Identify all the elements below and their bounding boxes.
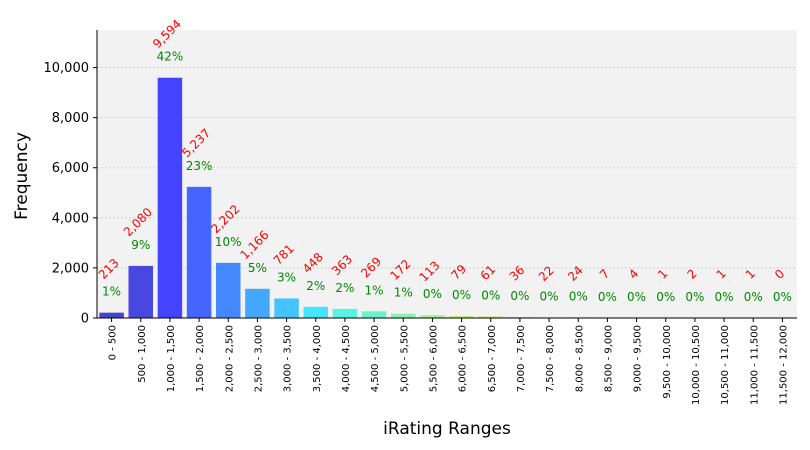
bar	[245, 288, 270, 318]
x-tick-label: 10,000 - 10,500	[691, 325, 702, 405]
bar	[449, 316, 474, 318]
x-tick-label: 3,000 - 3,500	[283, 325, 294, 392]
percent-label: 10%	[215, 235, 242, 249]
bar	[157, 77, 183, 318]
x-tick-label: 5,000 - 5,500	[399, 325, 410, 392]
x-tick-label: 2,000 - 2,500	[224, 325, 235, 392]
percent-label: 0%	[715, 290, 734, 304]
bar	[332, 308, 358, 318]
y-tick-label: 6,000	[52, 161, 89, 176]
percent-label: 1%	[394, 286, 413, 300]
percent-label: 2%	[306, 279, 325, 293]
y-tick-label: 4,000	[52, 211, 89, 226]
bar	[303, 306, 328, 318]
percent-label: 42%	[157, 50, 184, 64]
percent-label: 0%	[569, 289, 588, 303]
y-tick-label: 8,000	[52, 111, 89, 126]
bar	[420, 315, 445, 318]
bar	[274, 298, 299, 318]
percent-label: 23%	[186, 159, 213, 173]
x-tick-label: 10,500 - 11,000	[720, 325, 731, 405]
percent-labels: 1% 9% 42% 23% 10% 5% 3% 2% 2% 1% 1% 0% 0% 0% 0% 0% 0% 0% 0…	[102, 50, 792, 304]
bar	[186, 186, 212, 318]
percent-label: 3%	[277, 270, 296, 284]
x-tick-label: 7,000 - 7,500	[516, 325, 527, 392]
x-tick-label: 500 - 1,000	[137, 325, 148, 383]
bar	[99, 312, 124, 318]
y-axis-label: Frequency	[12, 132, 32, 220]
bar	[128, 265, 153, 318]
bar	[216, 262, 241, 318]
plot-area	[97, 30, 797, 318]
x-tick-label: 1,000 - 1,500	[166, 325, 177, 392]
percent-label: 0%	[481, 288, 500, 302]
y-tick-label: 10,000	[44, 61, 90, 76]
x-tick-label: 8,000 - 8,500	[574, 325, 585, 392]
percent-label: 0%	[540, 289, 559, 303]
percent-label: 0%	[685, 290, 704, 304]
y-tick-label: 2,000	[52, 261, 89, 276]
x-tick-label: 9,000 - 9,500	[633, 325, 644, 392]
x-tick-label: 0 - 500	[108, 325, 119, 360]
percent-label: 0%	[598, 290, 617, 304]
percent-label: 9%	[131, 238, 150, 252]
bar	[361, 311, 387, 318]
x-tick-label: 8,500 - 9,000	[603, 325, 614, 392]
percent-label: 0%	[627, 290, 646, 304]
percent-label: 0%	[773, 290, 792, 304]
x-tick-label: 6,000 - 6,500	[458, 325, 469, 392]
percent-label: 2%	[335, 281, 354, 295]
x-tick-label: 4,500 - 5,000	[370, 325, 381, 392]
x-tick-label: 1,500 - 2,000	[195, 325, 206, 392]
percent-label: 1%	[365, 283, 384, 297]
percent-label: 0%	[510, 289, 529, 303]
gridlines	[97, 67, 797, 269]
x-tick-label: 5,500 - 6,000	[428, 325, 439, 392]
x-tick-labels: 0 - 500 500 - 1,000 1,000 - 1,500 1,500 - 2…	[108, 325, 790, 405]
x-tick-label: 4,000 - 4,500	[341, 325, 352, 392]
bars	[99, 77, 766, 318]
axes	[93, 30, 797, 322]
y-tick-labels: 0 2,000 4,000 6,000 8,000 10,000	[44, 61, 90, 326]
x-tick-label: 11,500 - 12,000	[778, 325, 789, 405]
percent-label: 0%	[656, 290, 675, 304]
percent-label: 0%	[452, 288, 471, 302]
bar	[478, 316, 503, 318]
x-tick-label: 9,500 - 10,000	[662, 325, 673, 399]
x-tick-label: 3,500 - 4,000	[312, 325, 323, 392]
y-tick-label: 0	[81, 312, 89, 327]
x-tick-label: 7,500 - 8,000	[545, 325, 556, 392]
percent-label: 1%	[102, 285, 121, 299]
bar	[391, 313, 416, 318]
percent-label: 0%	[423, 287, 442, 301]
x-tick-label: 2,500 - 3,000	[253, 325, 264, 392]
x-axis-label: iRating Ranges	[383, 419, 511, 439]
x-tick-label: 11,000 - 11,500	[749, 325, 760, 405]
percent-label: 5%	[248, 261, 267, 275]
percent-label: 0%	[744, 290, 763, 304]
x-tick-label: 6,500 - 7,000	[487, 325, 498, 392]
